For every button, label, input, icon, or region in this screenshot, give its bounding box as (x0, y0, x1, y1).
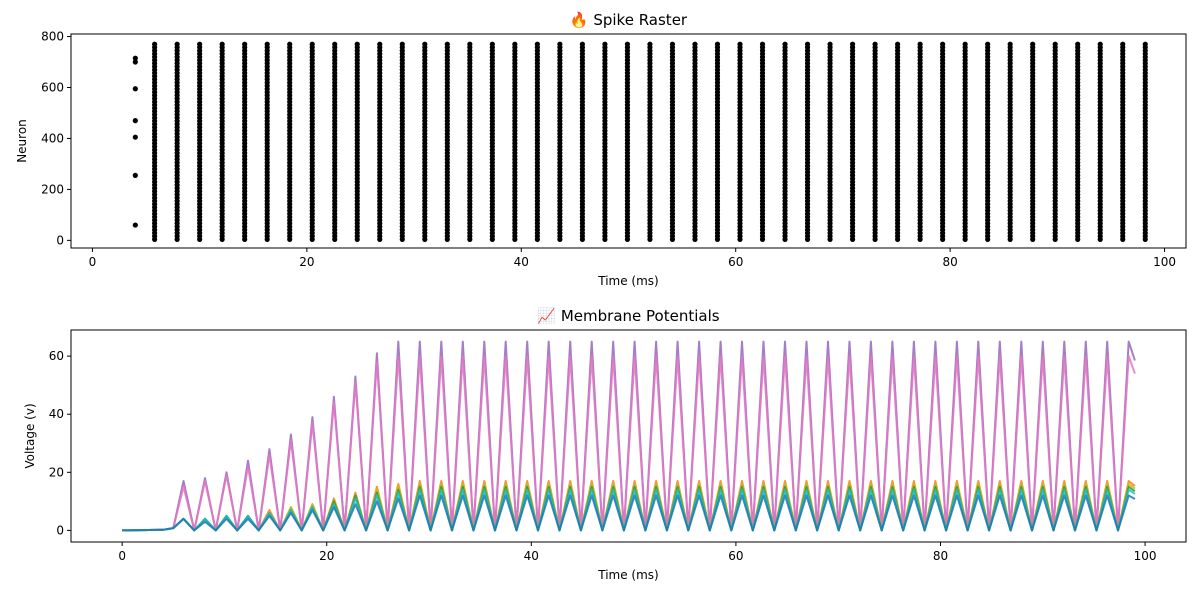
plot-frame (70, 33, 1187, 249)
voltage-lines (122, 340, 1136, 532)
y-tick-label: 600 (41, 81, 64, 95)
spike-point (219, 236, 225, 242)
voltage-series-line (122, 494, 1136, 532)
y-tick-label: 0 (56, 523, 64, 537)
spike-point (1097, 236, 1103, 242)
spike-point (242, 236, 248, 242)
x-tick-label: 0 (89, 255, 97, 269)
spike-point (1120, 236, 1126, 242)
spike-point (985, 236, 991, 242)
spike-point (534, 236, 540, 242)
spike-point (489, 236, 495, 242)
x-tick-label: 60 (728, 549, 743, 563)
spike-point (132, 222, 138, 228)
spike-point (804, 236, 811, 242)
spike-point (444, 236, 450, 242)
spike-point (1007, 236, 1013, 242)
spike-point (917, 236, 923, 242)
spike-point (197, 236, 203, 242)
spike-point (377, 236, 383, 242)
spike-point (714, 236, 721, 242)
x-tick-label: 80 (942, 255, 957, 269)
spike-point (332, 236, 338, 242)
spike-point (1030, 236, 1036, 242)
spike-point (1075, 236, 1081, 242)
spike-point (895, 236, 901, 242)
spike-point (132, 118, 138, 124)
spike-point (132, 172, 138, 178)
x-tick-label: 60 (728, 255, 743, 269)
spike-point (782, 236, 788, 242)
x-tick-label: 0 (118, 549, 126, 563)
x-tick-label: 20 (319, 549, 334, 563)
spike-point (399, 236, 405, 242)
y-tick-label: 40 (49, 407, 64, 421)
spike-point (624, 236, 631, 242)
spike-point (467, 236, 473, 242)
spike-point (287, 236, 293, 242)
membrane-potentials-panel: 0 20 40 60 80 100 0 20 40 60 📈 Membrane Potentials… (23, 307, 1187, 582)
x-axis-label: Time (ms) (597, 568, 659, 582)
spike-point (132, 55, 138, 61)
y-tick-label: 60 (49, 349, 64, 363)
spike-point (132, 86, 138, 92)
spike-dots (132, 41, 1148, 242)
spike-point (849, 236, 856, 242)
spike-point (132, 59, 138, 65)
spike-point (422, 236, 428, 242)
spike-point (759, 236, 766, 242)
spike-point (132, 134, 138, 140)
plot-frame (70, 329, 1187, 543)
y-axis-label: Voltage (v) (23, 403, 37, 468)
y-tick-label: 200 (41, 182, 64, 196)
spike-point (354, 236, 360, 242)
x-tick-label: 100 (1153, 255, 1176, 269)
spike-point (152, 236, 158, 242)
x-tick-label: 80 (933, 549, 948, 563)
spike-point (512, 236, 518, 242)
x-tick-label: 20 (299, 255, 314, 269)
spike-point (962, 236, 968, 242)
chart-title: 📈 Membrane Potentials (537, 307, 719, 325)
spike-point (827, 236, 833, 242)
chart-title: 🔥 Spike Raster (570, 11, 688, 29)
x-tick-label: 100 (1134, 549, 1157, 563)
spike-point (174, 236, 180, 242)
spike-point (647, 236, 653, 242)
spike-point (309, 236, 315, 242)
x-tick-label: 40 (514, 255, 529, 269)
spike-point (557, 236, 563, 242)
spike-point (1052, 236, 1058, 242)
y-tick-label: 20 (49, 465, 64, 479)
spike-point (264, 236, 270, 242)
spike-point (737, 236, 743, 242)
spike-point (1142, 236, 1148, 242)
x-axis-label: Time (ms) (597, 274, 659, 288)
y-tick-label: 0 (56, 233, 64, 247)
x-tick-label: 40 (524, 549, 539, 563)
spike-raster-panel: 0 20 40 60 80 100 0 200 400 600 800 🔥 Spike Raster T… (15, 11, 1187, 288)
y-axis-label: Neuron (15, 119, 29, 163)
spike-point (692, 236, 698, 242)
spike-point (579, 236, 585, 242)
y-tick-label: 400 (41, 131, 64, 145)
spike-point (602, 236, 608, 242)
spike-point (669, 236, 676, 242)
spike-point (872, 236, 878, 242)
y-tick-label: 800 (41, 30, 64, 44)
spike-point (940, 236, 946, 242)
